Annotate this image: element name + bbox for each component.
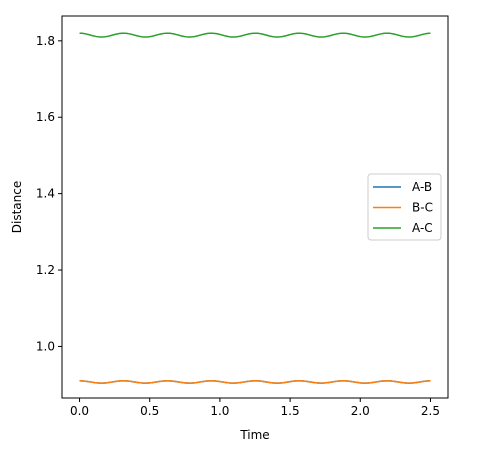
y-tick-label: 1.4 — [36, 187, 55, 201]
x-tick-label: 0.0 — [70, 404, 89, 418]
x-axis-label: Time — [239, 428, 269, 442]
legend-label-a-c: A-C — [412, 221, 433, 235]
x-tick-label: 2.5 — [421, 404, 440, 418]
y-tick-label: 1.2 — [36, 263, 55, 277]
legend: A-B B-C A-C — [367, 173, 442, 241]
legend-box — [367, 173, 442, 241]
y-tick-label: 1.8 — [36, 34, 55, 48]
plot-frame — [61, 15, 449, 399]
y-axis-label: Distance — [10, 181, 24, 233]
y-tick-label: 1.0 — [36, 339, 55, 353]
y-axis-ticks: 1.0 1.2 1.4 1.6 1.8 — [36, 34, 62, 353]
legend-label-a-b: A-B — [412, 180, 432, 194]
legend-label-b-c: B-C — [412, 201, 433, 215]
x-tick-label: 2.0 — [351, 404, 370, 418]
x-tick-label: 0.5 — [140, 404, 159, 418]
plot-lines — [79, 32, 431, 384]
y-tick-label: 1.6 — [36, 110, 55, 124]
x-tick-label: 1.5 — [281, 404, 300, 418]
x-axis-ticks: 0.0 0.5 1.0 1.5 2.0 2.5 — [70, 398, 440, 418]
x-tick-label: 1.0 — [210, 404, 229, 418]
series-line-a-c — [79, 32, 431, 38]
series-line-b-c — [79, 380, 431, 384]
